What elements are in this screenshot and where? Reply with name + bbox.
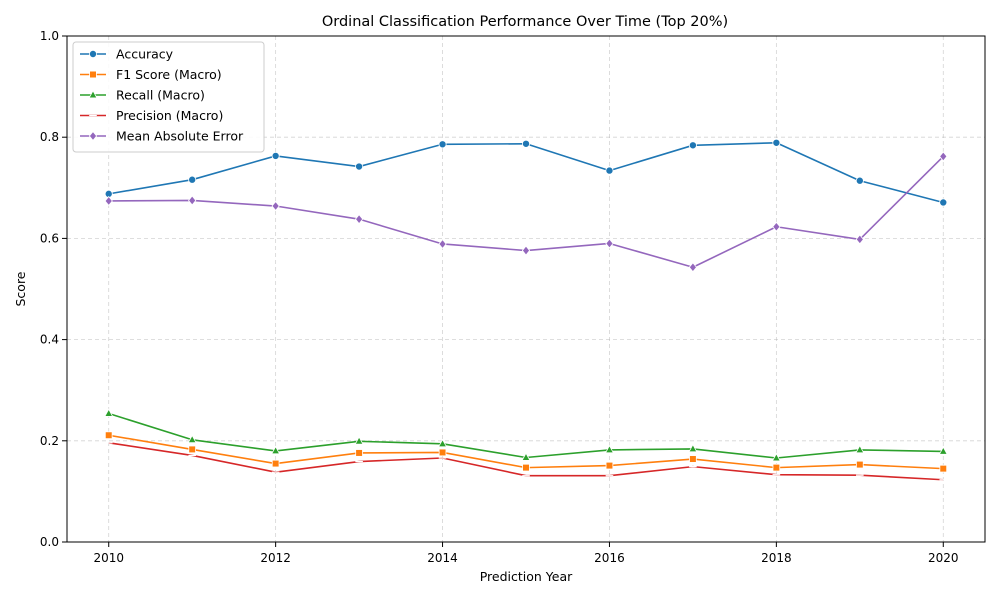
data-point — [188, 445, 196, 454]
data-point — [605, 166, 614, 175]
data-point — [939, 151, 948, 162]
legend-item: Accuracy — [80, 47, 174, 62]
data-point — [188, 195, 197, 206]
data-point — [438, 238, 447, 249]
y-tick-label: 0.2 — [40, 434, 59, 448]
data-point — [689, 455, 697, 463]
data-point — [521, 245, 531, 256]
y-axis-label: Score — [13, 271, 28, 306]
y-tick-label: 0.8 — [40, 130, 59, 144]
data-point — [438, 140, 447, 149]
data-point — [355, 162, 364, 171]
legend-label: Mean Absolute Error — [116, 129, 244, 144]
x-axis-label: Prediction Year — [480, 569, 573, 584]
data-point — [355, 449, 363, 457]
y-tick-label: 0.4 — [40, 333, 59, 347]
legend-label: Accuracy — [116, 47, 174, 62]
data-point — [271, 151, 280, 160]
series-3 — [104, 442, 948, 481]
data-point — [688, 262, 698, 273]
data-point — [271, 200, 280, 212]
data-point — [271, 459, 280, 468]
y-tick-label: 0.6 — [40, 231, 59, 245]
legend-marker — [89, 70, 97, 79]
data-point — [605, 461, 614, 470]
plot-frame — [66, 35, 986, 543]
data-point — [855, 234, 864, 245]
data-point — [772, 463, 781, 472]
y-tick-label: 1.0 — [40, 29, 59, 43]
data-point — [688, 443, 698, 453]
data-point — [855, 444, 865, 454]
legend-label: Recall (Macro) — [116, 88, 205, 103]
legend-marker — [88, 89, 98, 99]
data-point — [772, 138, 781, 147]
chart-title: Ordinal Classification Performance Over … — [322, 14, 728, 30]
series-group — [104, 138, 948, 481]
data-point — [188, 175, 197, 184]
data-point — [271, 445, 281, 455]
legend-label: F1 Score (Macro) — [116, 67, 222, 82]
series-4 — [104, 151, 948, 273]
x-tick-label: 2010 — [93, 551, 124, 565]
data-point — [104, 195, 113, 206]
series-1 — [104, 431, 948, 473]
x-tick-label: 2016 — [594, 551, 625, 565]
data-point — [438, 448, 447, 457]
y-tick-label: 0.0 — [40, 535, 59, 549]
data-point — [772, 221, 781, 232]
legend-box — [72, 41, 265, 153]
data-point — [354, 436, 364, 445]
data-point — [855, 176, 864, 185]
legend-item: Precision (Macro) — [80, 108, 223, 123]
axis-ticks: 2010 2012 2014 2016 2018 2020 0.0 0.2 0.4 0.6 0.8 1… — [40, 29, 959, 565]
data-point — [771, 452, 781, 462]
series-line — [108, 442, 944, 481]
data-point — [104, 408, 114, 417]
data-point — [354, 214, 364, 225]
data-point — [522, 139, 531, 148]
data-point — [939, 198, 948, 207]
series-line — [108, 412, 944, 459]
data-point — [938, 446, 948, 455]
x-tick-label: 2018 — [761, 551, 792, 565]
data-point — [604, 444, 615, 454]
data-point — [104, 431, 113, 440]
legend-item: F1 Score (Macro) — [80, 67, 222, 82]
x-tick-label: 2020 — [928, 551, 959, 565]
legend: Accuracy F1 Score (Macro) Recall (Macro) Pr… — [72, 41, 265, 153]
data-point — [521, 452, 531, 461]
data-point — [437, 438, 448, 448]
x-tick-label: 2014 — [427, 551, 458, 565]
legend-item: Mean Absolute Error — [80, 129, 244, 144]
legend-item: Recall (Macro) — [80, 88, 205, 103]
data-point — [688, 141, 697, 150]
series-2 — [104, 408, 948, 462]
legend-marker — [89, 50, 98, 59]
data-point — [939, 464, 948, 473]
data-point — [187, 434, 197, 444]
data-point — [856, 460, 864, 469]
legend-label: Precision (Macro) — [116, 108, 223, 123]
legend-marker — [88, 130, 98, 142]
x-tick-label: 2012 — [260, 551, 291, 565]
data-point — [522, 463, 530, 472]
data-point — [605, 238, 614, 249]
series-0 — [104, 138, 948, 207]
